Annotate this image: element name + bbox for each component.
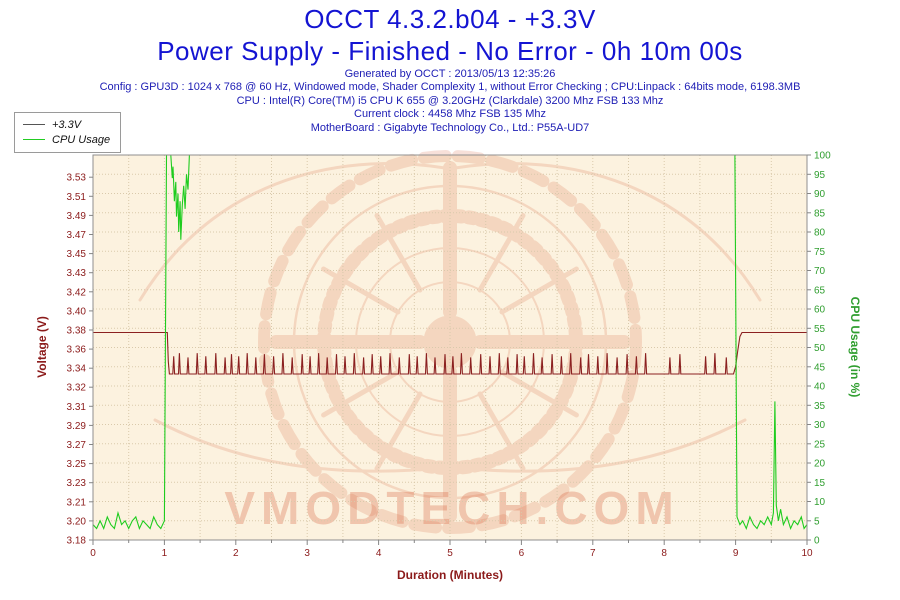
svg-text:3.27: 3.27 [67, 440, 87, 451]
svg-text:10: 10 [814, 497, 826, 508]
page-subtitle: Power Supply - Finished - No Error - 0h … [157, 36, 743, 66]
svg-text:100: 100 [814, 151, 831, 162]
svg-text:8: 8 [661, 548, 667, 559]
legend-label-voltage: +3.3V [52, 118, 82, 131]
page-title: OCCT 4.3.2.b04 - +3.3V [304, 4, 596, 34]
svg-text:70: 70 [814, 266, 826, 277]
svg-text:3.25: 3.25 [67, 459, 87, 470]
svg-text:9: 9 [733, 548, 739, 559]
svg-text:40: 40 [814, 382, 826, 393]
config-line: Config : GPU3D : 1024 x 768 @ 60 Hz, Win… [99, 81, 801, 94]
svg-text:3.36: 3.36 [67, 345, 87, 356]
legend-item-cpu-usage: CPU Usage [23, 132, 110, 147]
y-axis-title-right: CPU Usage (in %) [848, 297, 862, 398]
x-axis-title: Duration (Minutes) [397, 568, 503, 582]
svg-text:3.42: 3.42 [67, 287, 87, 298]
svg-text:3.53: 3.53 [67, 173, 87, 184]
svg-text:75: 75 [814, 247, 826, 258]
svg-text:25: 25 [814, 439, 826, 450]
svg-text:80: 80 [814, 228, 826, 239]
svg-text:3.29: 3.29 [67, 421, 87, 432]
svg-text:85: 85 [814, 208, 826, 219]
svg-text:65: 65 [814, 285, 826, 296]
svg-text:3.43: 3.43 [67, 268, 87, 279]
svg-text:3.51: 3.51 [67, 192, 87, 203]
cpu-usage-line-swatch [23, 139, 45, 140]
legend: +3.3V CPU Usage [14, 112, 122, 153]
svg-text:4: 4 [376, 548, 382, 559]
legend-item-voltage: +3.3V [23, 117, 110, 132]
svg-text:30: 30 [814, 420, 826, 431]
svg-text:95: 95 [814, 170, 826, 181]
svg-text:0: 0 [814, 536, 820, 547]
system-info-block: Generated by OCCT : 2013/05/13 12:35:26 … [0, 68, 900, 135]
svg-text:7: 7 [590, 548, 596, 559]
cpu-line: CPU : Intel(R) Core(TM) i5 CPU K 655 @ 3… [236, 94, 664, 107]
svg-text:3.18: 3.18 [67, 536, 87, 547]
voltage-line-swatch [23, 124, 45, 125]
svg-text:45: 45 [814, 362, 826, 373]
watermark-text: VMODTECH.COM [224, 482, 679, 534]
svg-text:35: 35 [814, 401, 826, 412]
svg-text:55: 55 [814, 324, 826, 335]
svg-text:15: 15 [814, 478, 826, 489]
svg-text:3.38: 3.38 [67, 326, 87, 337]
ticks-layer: 3.18 3.20 3.21 3.23 3.25 3.27 3.29 3.31 3.32 3.34… [67, 151, 832, 560]
svg-text:5: 5 [814, 516, 820, 527]
svg-text:60: 60 [814, 305, 826, 316]
svg-text:3.34: 3.34 [67, 364, 87, 375]
svg-text:3.31: 3.31 [67, 402, 87, 413]
svg-text:0: 0 [90, 548, 96, 559]
svg-text:3: 3 [304, 548, 310, 559]
svg-text:5: 5 [447, 548, 453, 559]
svg-text:1: 1 [162, 548, 168, 559]
svg-text:20: 20 [814, 459, 826, 470]
svg-text:3.20: 3.20 [67, 516, 87, 527]
svg-text:6: 6 [519, 548, 525, 559]
series-layer [92, 154, 808, 531]
y-axis-title-left: Voltage (V) [35, 316, 49, 378]
svg-text:50: 50 [814, 343, 826, 354]
svg-text:3.21: 3.21 [67, 497, 87, 508]
svg-text:2: 2 [233, 548, 239, 559]
svg-text:90: 90 [814, 189, 826, 200]
svg-text:10: 10 [801, 548, 813, 559]
legend-label-cpu-usage: CPU Usage [52, 133, 111, 146]
svg-text:3.47: 3.47 [67, 230, 87, 241]
svg-text:3.49: 3.49 [67, 211, 87, 222]
grid-layer [93, 155, 807, 540]
generated-line: Generated by OCCT : 2013/05/13 12:35:26 [344, 68, 556, 80]
svg-text:3.45: 3.45 [67, 249, 87, 260]
motherboard-line: MotherBoard : Gigabyte Technology Co., L… [310, 121, 590, 134]
svg-text:3.40: 3.40 [67, 306, 87, 317]
svg-text:3.23: 3.23 [67, 478, 87, 489]
svg-text:3.32: 3.32 [67, 383, 87, 394]
clock-line: Current clock : 4458 Mhz FSB 135 Mhz [354, 108, 546, 121]
